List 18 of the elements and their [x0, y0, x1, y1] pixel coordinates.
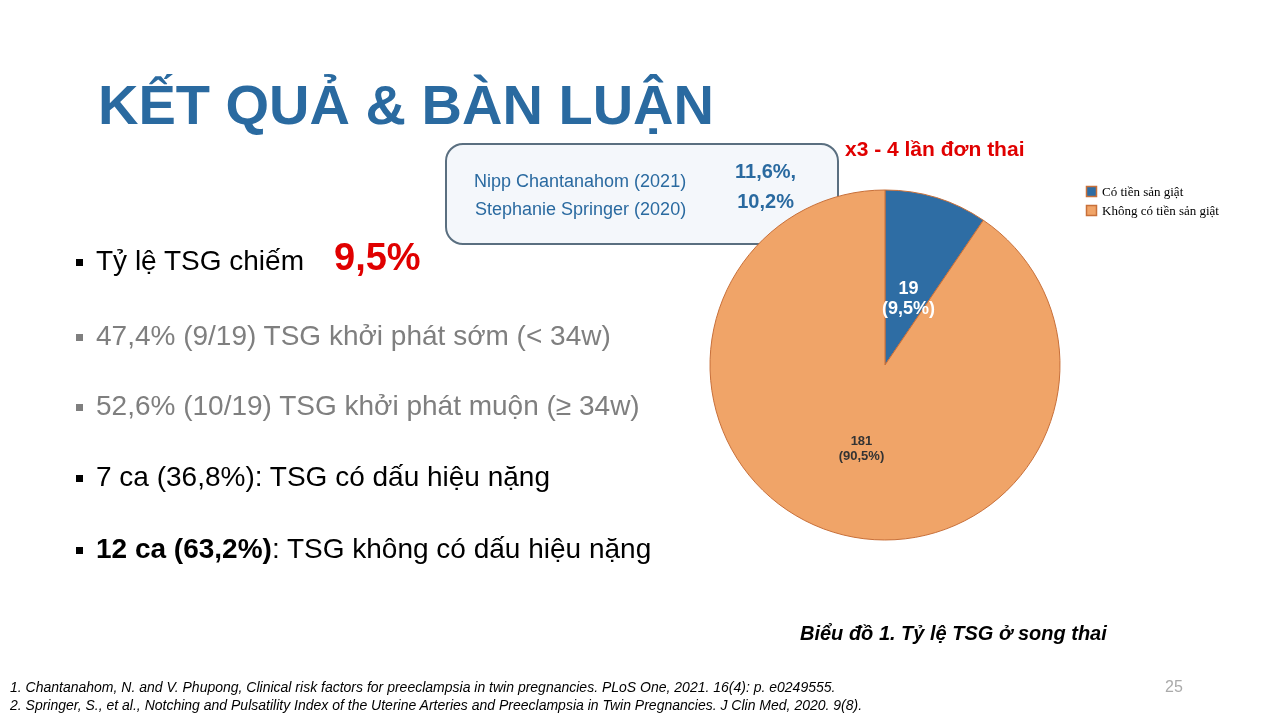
text: 12 ca (63,2%): TSG không có dấu hiệu nặng	[96, 533, 652, 565]
text: 47,4% (9/19) TSG khởi phát sớm (< 34w)	[96, 320, 611, 352]
text: 52,6% (10/19) TSG khởi phát muộn (≥ 34w)	[96, 390, 640, 422]
text: 1. Chantanahom, N. and V. Phupong, Clinical risk factors for preeclampsia in twin pregnancies. PLoS One, 2021. 16(4): p. e0249555.	[10, 679, 836, 695]
legend-label: Có tiền sản giật	[1102, 183, 1184, 199]
text: 25	[1165, 678, 1183, 696]
data-label: 181 (90,5%)	[838, 433, 885, 464]
text: Biểu đồ 1. Tỷ lệ TSG ở song thai	[800, 622, 1107, 645]
text: 7 ca (36,8%): TSG có dấu hiệu nặng	[96, 461, 550, 493]
chart-title: KẾT QUẢ & BÀN LUẬN	[98, 72, 714, 137]
text: Tỷ lệ TSG chiếm	[96, 245, 304, 277]
pie-slice	[709, 189, 1061, 541]
legend-label: Không có tiền sản giật	[1102, 202, 1220, 218]
text: Nipp Chantanahom (2021) Stephanie Springer (2020)	[474, 170, 687, 221]
text: 11,6%, 10,2%	[735, 159, 797, 214]
text: 2. Springer, S., et al., Notching and Pulsatility Index of the Uterine Arteries and Preeclampsia in Twin Pregnancies. J Clin Med, 2020. 9(8).	[10, 697, 863, 713]
text: x3 - 4 lần đơn thai	[845, 137, 1025, 161]
text: 9,5%	[334, 236, 421, 279]
